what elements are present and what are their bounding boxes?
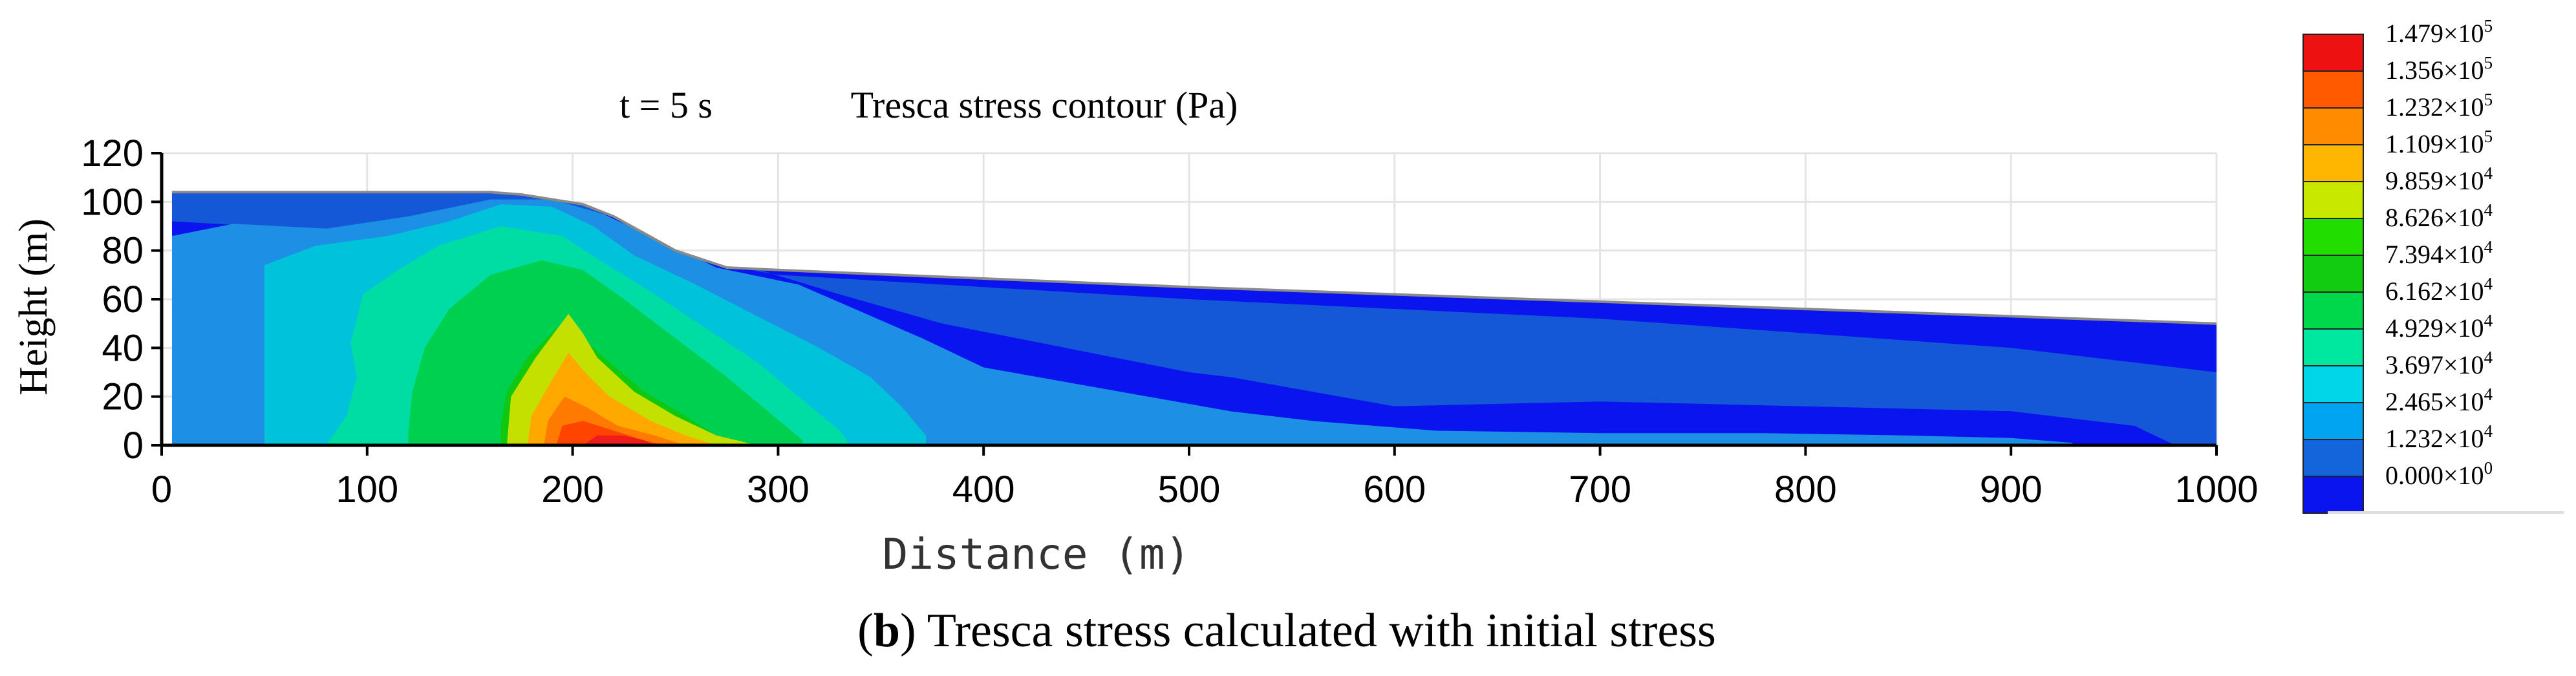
legend-label: 7.394×104 xyxy=(2385,237,2493,269)
x-axis-label: Distance (m) xyxy=(883,529,1191,579)
caption-open: ( xyxy=(857,604,874,657)
legend-swatch xyxy=(2302,476,2364,514)
legend-label: 3.697×104 xyxy=(2385,348,2493,379)
y-tick-label: 20 xyxy=(102,376,144,418)
x-tick-labels: 0 100 200 300 400 500 600 700 800 900 1000 xyxy=(151,469,2259,511)
y-tick-label: 60 xyxy=(102,279,144,321)
ground-surface-line xyxy=(171,191,2217,325)
legend-swatch xyxy=(2302,218,2364,256)
x-tick-label: 200 xyxy=(541,469,604,511)
legend-label: 1.109×105 xyxy=(2385,127,2493,158)
legend-label: 1.479×105 xyxy=(2385,16,2493,48)
time-label: t = 5 s xyxy=(619,84,713,126)
y-tick-label: 80 xyxy=(102,230,144,272)
caption-text: ) Tresca stress calculated with initial … xyxy=(900,604,1716,657)
y-axis-label: Height (m) xyxy=(12,218,56,396)
x-tick-label: 300 xyxy=(747,469,810,511)
legend-label: 1.232×104 xyxy=(2385,421,2493,453)
x-tick-label: 500 xyxy=(1158,469,1221,511)
legend-label: 2.465×104 xyxy=(2385,385,2493,416)
stress-contour-fill xyxy=(171,192,2217,445)
caption-letter: b xyxy=(874,604,900,657)
legend-label: 0.000×100 xyxy=(2385,458,2493,490)
contour-band-1.232e4 xyxy=(171,192,2217,445)
legend-swatch xyxy=(2302,255,2364,293)
x-tick-label: 700 xyxy=(1569,469,1631,511)
x-tick-label: 400 xyxy=(952,469,1015,511)
y-tick-label: 120 xyxy=(81,132,144,174)
legend-swatch xyxy=(2302,402,2364,440)
x-tick-label: 1000 xyxy=(2174,469,2258,511)
chart-title: Tresca stress contour (Pa) xyxy=(851,84,1238,126)
legend-label: 1.232×105 xyxy=(2385,90,2493,121)
y-tick-label: 0 xyxy=(123,425,144,467)
plot-axes xyxy=(151,152,2218,456)
legend-label: 8.626×104 xyxy=(2385,200,2493,232)
x-tick-label: 0 xyxy=(151,469,172,511)
legend-swatch xyxy=(2302,34,2364,72)
x-tick-label: 600 xyxy=(1363,469,1426,511)
legend-swatch xyxy=(2302,181,2364,219)
contour-band xyxy=(583,435,655,445)
legend-swatch xyxy=(2302,70,2364,109)
legend-swatch xyxy=(2302,107,2364,145)
legend-label: 9.859×104 xyxy=(2385,164,2493,195)
legend-swatch xyxy=(2302,328,2364,366)
legend-swatch xyxy=(2302,439,2364,477)
legend-label: 4.929×104 xyxy=(2385,311,2493,343)
legend-label: 1.356×105 xyxy=(2385,53,2493,85)
x-tick-label: 900 xyxy=(1980,469,2043,511)
y-tick-label: 100 xyxy=(81,181,144,223)
stress-legend: 1.479×105 1.356×105 1.232×105 1.109×105 9.85… xyxy=(2302,16,2493,514)
legend-swatch xyxy=(2302,365,2364,403)
x-tick-label: 800 xyxy=(1774,469,1837,511)
figure-caption: (b) Tresca stress calculated with initia… xyxy=(857,604,1716,657)
y-tick-label: 40 xyxy=(102,327,144,369)
legend-swatch xyxy=(2302,144,2364,182)
legend-label: 6.162×104 xyxy=(2385,274,2493,306)
legend-swatch xyxy=(2302,291,2364,330)
x-tick-label: 100 xyxy=(336,469,398,511)
y-tick-labels: 0 20 40 60 80 100 120 xyxy=(81,132,144,467)
